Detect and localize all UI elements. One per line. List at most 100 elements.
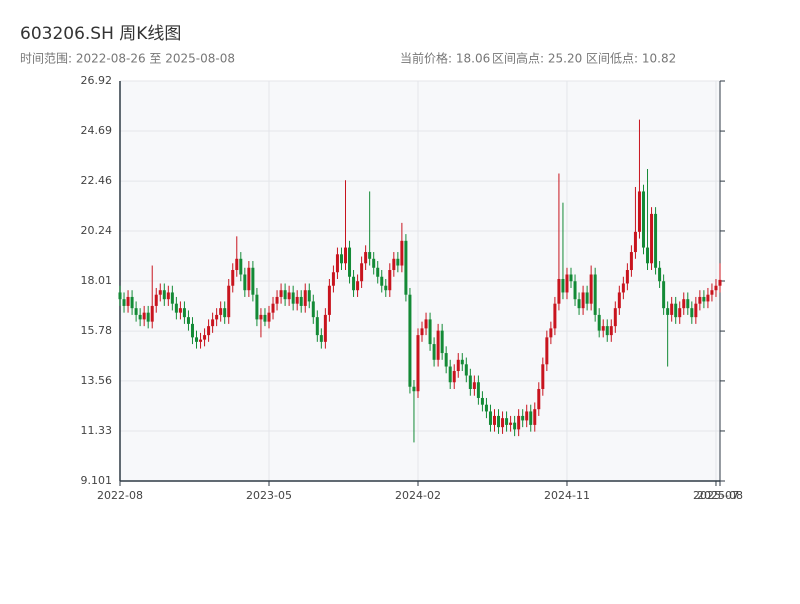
candle-body: [287, 292, 291, 300]
candle-body: [364, 252, 368, 264]
candle-body: [694, 303, 698, 318]
candle-body: [392, 258, 396, 271]
y-tick-label: 20.24: [81, 224, 113, 237]
candle-body: [154, 294, 158, 306]
x-tick-label: 2023-05: [246, 489, 292, 502]
candle-body: [629, 252, 633, 271]
candle-body: [666, 308, 670, 315]
candle-body: [291, 292, 295, 304]
candle-body: [303, 290, 307, 306]
candle-body: [239, 258, 243, 275]
candle-body: [408, 294, 412, 387]
candle-body: [488, 411, 492, 425]
candle-body: [122, 299, 126, 306]
candle-body: [472, 382, 476, 389]
candle-body: [448, 366, 452, 383]
candle-body: [436, 330, 440, 360]
candle-body: [384, 285, 388, 291]
candle-body: [231, 270, 235, 286]
candle-body: [295, 296, 299, 304]
candle-body: [376, 267, 380, 277]
candle-body: [476, 382, 480, 398]
candle-body: [211, 319, 215, 327]
candle-body: [339, 254, 343, 264]
y-tick-label: 9.101: [81, 474, 113, 487]
x-tick-label: 2024-11: [544, 489, 590, 502]
candle-body: [412, 386, 416, 392]
candle-body: [501, 418, 505, 428]
x-tick-label: 2024-02: [395, 489, 441, 502]
candle-body: [549, 328, 553, 338]
candle-body: [452, 371, 456, 383]
candle-body: [545, 337, 549, 365]
candle-body: [637, 191, 641, 232]
candle-body: [331, 272, 335, 286]
candle-body: [541, 364, 545, 389]
candle-body: [356, 281, 360, 291]
candle-body: [690, 308, 694, 318]
candle-body: [368, 252, 372, 259]
candle-body: [263, 314, 267, 322]
candle-body: [223, 308, 227, 318]
candle-body: [219, 308, 223, 315]
candle-body: [243, 274, 247, 291]
candle-body: [585, 292, 589, 304]
candle-body: [404, 240, 408, 295]
y-tick-label: 22.46: [81, 174, 113, 187]
candle-body: [203, 335, 207, 340]
candle-body: [633, 231, 637, 253]
candle-body: [553, 303, 557, 329]
candle-body: [565, 274, 569, 293]
y-tick-label: 26.92: [81, 74, 113, 87]
candle-body: [215, 314, 219, 320]
candle-body: [513, 422, 517, 430]
candle-body: [702, 296, 706, 302]
candle-body: [259, 314, 263, 320]
candle-body: [654, 213, 658, 268]
candle-body: [597, 314, 601, 331]
subtitle: 时间范围: 2022-08-26 至 2025-08-08: [20, 52, 235, 66]
candle-body: [186, 317, 190, 324]
y-tick-label: 13.56: [81, 374, 113, 387]
candle-body: [497, 415, 501, 428]
candle-body: [380, 276, 384, 286]
candle-body: [251, 267, 255, 295]
candle-body: [227, 285, 231, 318]
stat-low: 区间低点: 10.82: [586, 52, 676, 66]
candle-body: [613, 308, 617, 327]
candle-body: [698, 296, 702, 304]
candle-body: [142, 312, 146, 320]
candle-body: [323, 314, 327, 342]
chart-title: 603206.SH 周K线图: [20, 24, 181, 44]
candle-body: [372, 258, 376, 268]
candle-body: [678, 308, 682, 318]
candle-body: [195, 337, 199, 342]
y-tick-label: 11.33: [81, 424, 113, 437]
candle-body: [674, 303, 678, 318]
candle-body: [348, 247, 352, 277]
candle-body: [275, 296, 279, 304]
candle-body: [646, 247, 650, 264]
candle-body: [424, 319, 428, 329]
candle-body: [662, 281, 666, 309]
candle-body: [650, 213, 654, 264]
candle-body: [352, 276, 356, 291]
candle-body: [605, 326, 609, 336]
candle-body: [207, 326, 211, 336]
candle-body: [589, 274, 593, 304]
candle-body: [299, 296, 303, 306]
candle-body: [577, 299, 581, 309]
candle-body: [444, 353, 448, 367]
candle-body: [557, 278, 561, 304]
candle-body: [456, 359, 460, 372]
candle-body: [682, 299, 686, 309]
y-tick-label: 18.01: [81, 274, 113, 287]
candle-body: [537, 388, 541, 410]
y-tick-label: 24.69: [81, 124, 113, 137]
candle-body: [525, 411, 529, 421]
candle-body: [327, 285, 331, 315]
stat-high: 区间高点: 25.20: [492, 51, 582, 66]
candle-body: [432, 344, 436, 360]
x-tick-label: 2022-08: [97, 489, 143, 502]
